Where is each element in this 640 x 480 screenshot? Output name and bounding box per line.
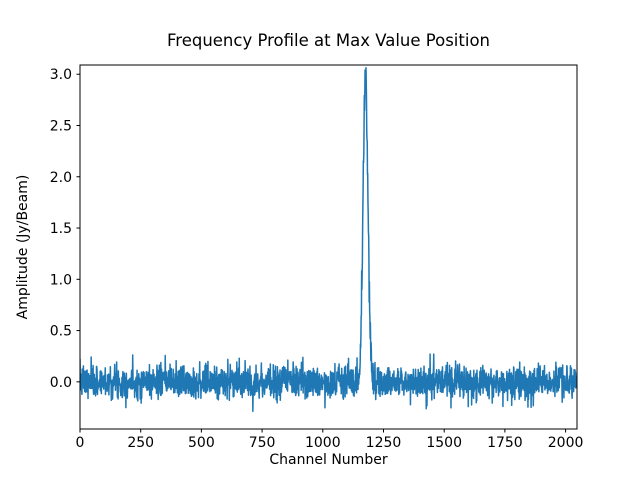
y-tick-label: 0.5	[50, 324, 72, 340]
chart-title: Frequency Profile at Max Value Position	[167, 31, 490, 50]
y-axis-label: Amplitude (Jy/Beam)	[15, 175, 31, 320]
x-tick-label: 1250	[366, 435, 402, 451]
x-tick-label: 0	[76, 435, 85, 451]
x-tick-label: 2000	[548, 435, 584, 451]
axes-border	[79, 64, 578, 430]
frequency-profile-line	[80, 66, 577, 413]
y-tick-label: 1.0	[50, 272, 72, 288]
x-axis-label: Channel Number	[269, 452, 387, 468]
x-tick-label: 500	[188, 435, 215, 451]
x-tick-label: 1500	[426, 435, 462, 451]
x-tick-label: 1000	[305, 435, 341, 451]
x-tick-label: 750	[249, 435, 276, 451]
y-tick-label: 1.5	[50, 221, 72, 237]
x-tick-label: 250	[127, 435, 154, 451]
axis-ticks: 0 250 500 750 1000 1250 1500 1750 2000 0.0 0.5 1.0 1…	[50, 67, 584, 451]
y-tick-label: 2.0	[50, 170, 72, 186]
y-tick-label: 2.5	[50, 118, 72, 134]
y-tick-label: 0.0	[50, 375, 72, 391]
data-series-layer	[80, 66, 577, 413]
y-tick-label: 3.0	[50, 67, 72, 83]
x-tick-label: 1750	[487, 435, 523, 451]
